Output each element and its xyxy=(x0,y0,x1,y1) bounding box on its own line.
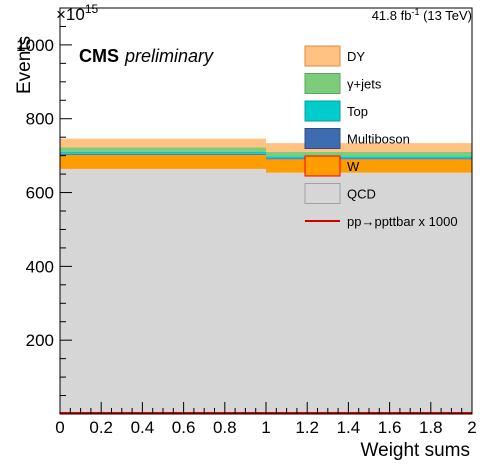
legend-label-w: W xyxy=(347,159,360,174)
bar-multiboson-bin-1 xyxy=(266,158,472,160)
stacked-bars xyxy=(60,138,472,414)
y-tick-label: 800 xyxy=(26,110,54,129)
bar-dy-bin-1 xyxy=(266,143,472,152)
bar-w-bin-0 xyxy=(60,154,266,169)
x-tick-label: 0.8 xyxy=(213,418,237,437)
y-tick-label: 400 xyxy=(26,257,54,276)
x-tick-labels: 0 0.2 0.4 0.6 0.8 1 1.2 1.4 1.6 1.8 2 xyxy=(55,418,476,437)
bar-dy-bin-0 xyxy=(60,138,266,148)
axis-ticks xyxy=(59,7,473,415)
legend-swatch-top xyxy=(304,100,341,122)
cms-label: CMS preliminary xyxy=(79,46,214,66)
legend: DY γ+jets Top Multiboson W QCD pp→ppttbar x 10… xyxy=(304,45,458,229)
x-tick-label: 0.4 xyxy=(131,418,155,437)
legend-swatch-dy xyxy=(304,45,341,67)
x-axis-title: Weight sums xyxy=(361,440,470,461)
legend-label-pp-ppttbar-x-1000: pp→ppttbar x 1000 xyxy=(347,214,458,229)
legend-label-dy: DY xyxy=(347,49,365,64)
y-tick-labels: 200 400 600 800 1000 xyxy=(16,36,54,350)
x-tick-label: 0.6 xyxy=(172,418,196,437)
y-tick-label: 200 xyxy=(26,331,54,350)
legend-swatch--jets xyxy=(304,73,341,94)
legend-swatch-multiboson xyxy=(304,128,341,149)
preliminary-label: preliminary xyxy=(124,46,214,66)
bar-multiboson-bin-0 xyxy=(60,153,266,155)
legend-swatch-w xyxy=(304,155,341,177)
x-tick-label: 1.4 xyxy=(337,418,361,437)
x-tick-label: 1.6 xyxy=(378,418,402,437)
x-tick-label: 1.8 xyxy=(419,418,443,437)
legend-swatch-qcd xyxy=(304,183,341,204)
legend-label--jets: γ+jets xyxy=(347,77,382,92)
luminosity-label: 41.8 fb-1 (13 TeV) xyxy=(372,7,472,23)
bar--jets-bin-1 xyxy=(266,151,472,157)
x-tick-label: 1 xyxy=(261,418,270,437)
x-tick-label: 2 xyxy=(467,418,476,437)
bar-qcd-bin-0 xyxy=(60,168,266,414)
y-axis-title: Events xyxy=(14,36,35,94)
bar-top-bin-1 xyxy=(266,156,472,159)
y-tick-label: 600 xyxy=(26,184,54,203)
bar-w-bin-1 xyxy=(266,159,472,173)
y-multiplier: ×1015 xyxy=(56,2,99,24)
legend-label-qcd: QCD xyxy=(347,187,376,202)
legend-label-multiboson: Multiboson xyxy=(347,132,410,147)
legend-label-top: Top xyxy=(347,104,368,119)
y-tick-label: 1000 xyxy=(16,36,54,55)
bar--jets-bin-0 xyxy=(60,147,266,152)
bar-top-bin-0 xyxy=(60,151,266,154)
x-tick-label: 0.2 xyxy=(89,418,113,437)
bar-qcd-bin-1 xyxy=(266,172,472,414)
x-tick-label: 1.2 xyxy=(295,418,319,437)
x-tick-label: 0 xyxy=(55,418,64,437)
